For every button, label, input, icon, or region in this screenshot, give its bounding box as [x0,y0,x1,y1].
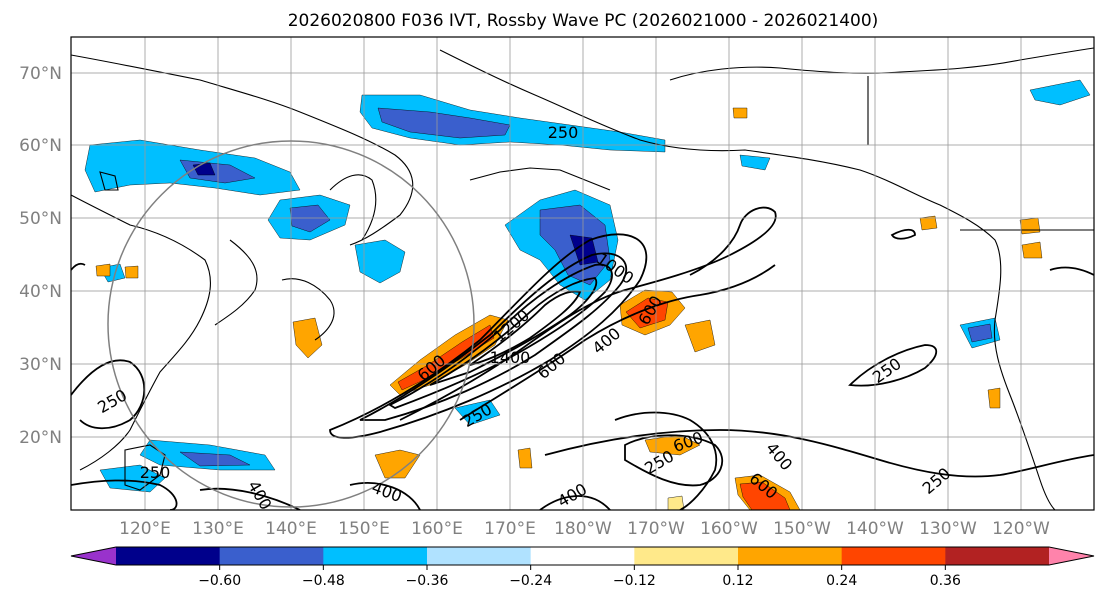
lon-label: 180°W [554,519,612,539]
colorbar-segment [323,547,428,565]
colorbar-segment [427,547,532,565]
lon-label: 160°W [700,519,758,539]
lat-label: 30°N [19,355,62,375]
ivt-contours [71,206,1094,510]
colorbar-extend-max [1049,547,1094,565]
colorbar-segment [738,547,843,565]
lon-label: 130°W [919,519,977,539]
colorbar-tick-label: −0.24 [509,573,552,589]
colorbar-tick-label: 0.36 [930,573,961,589]
colorbar: −0.60 −0.48 −0.36 −0.24 −0.12 0.12 0.24 0.36 [70,546,1095,589]
colorbar-tick-label: 0.24 [826,573,857,589]
lon-label: 150°E [338,519,390,539]
graticule [71,37,1094,510]
lon-label: 140°W [846,519,904,539]
colorbar-tick-label: −0.12 [613,573,656,589]
coastlines [71,47,1094,510]
lon-label: 170°E [484,519,536,539]
colorbar-tick-label: −0.60 [198,573,241,589]
colorbar-outline [70,546,1095,566]
colorbar-tick-label: −0.36 [406,573,449,589]
longitude-labels: 120°E 130°E 140°E 150°E 160°E 170°E 180°… [119,519,1050,539]
lon-label: 170°W [627,519,685,539]
region-circle [107,140,475,508]
lon-label: 120°E [119,519,171,539]
colorbar-segment [841,547,946,565]
lon-label: 140°E [265,519,317,539]
lon-label: 160°E [411,519,463,539]
colorbar-extend-min [71,547,116,565]
colorbar-segment [945,547,1050,565]
lon-label: 130°E [192,519,244,539]
lat-label: 60°N [19,136,62,156]
colorbar-tick-label: −0.48 [302,573,345,589]
contour-label: 1400 [490,348,531,367]
colorbar-segment [634,547,739,565]
map-frame [70,36,1095,511]
colorbar-segment [530,547,635,565]
lat-label: 40°N [19,282,62,302]
lat-label: 20°N [19,428,62,448]
lat-label: 70°N [19,64,62,84]
contour-label: 250 [140,463,171,482]
colorbar-segment [219,547,324,565]
colorbar-tick-label: 0.12 [722,573,753,589]
lon-label: 150°W [773,519,831,539]
latitude-labels: 70°N 60°N 50°N 40°N 30°N 20°N [19,64,62,448]
map-title: 2026020800 F036 IVT, Rossby Wave PC (202… [288,11,879,31]
colorbar-segment [116,547,221,565]
lat-label: 50°N [19,209,62,229]
contour-label: 250 [548,123,579,142]
lon-label: 120°W [992,519,1050,539]
